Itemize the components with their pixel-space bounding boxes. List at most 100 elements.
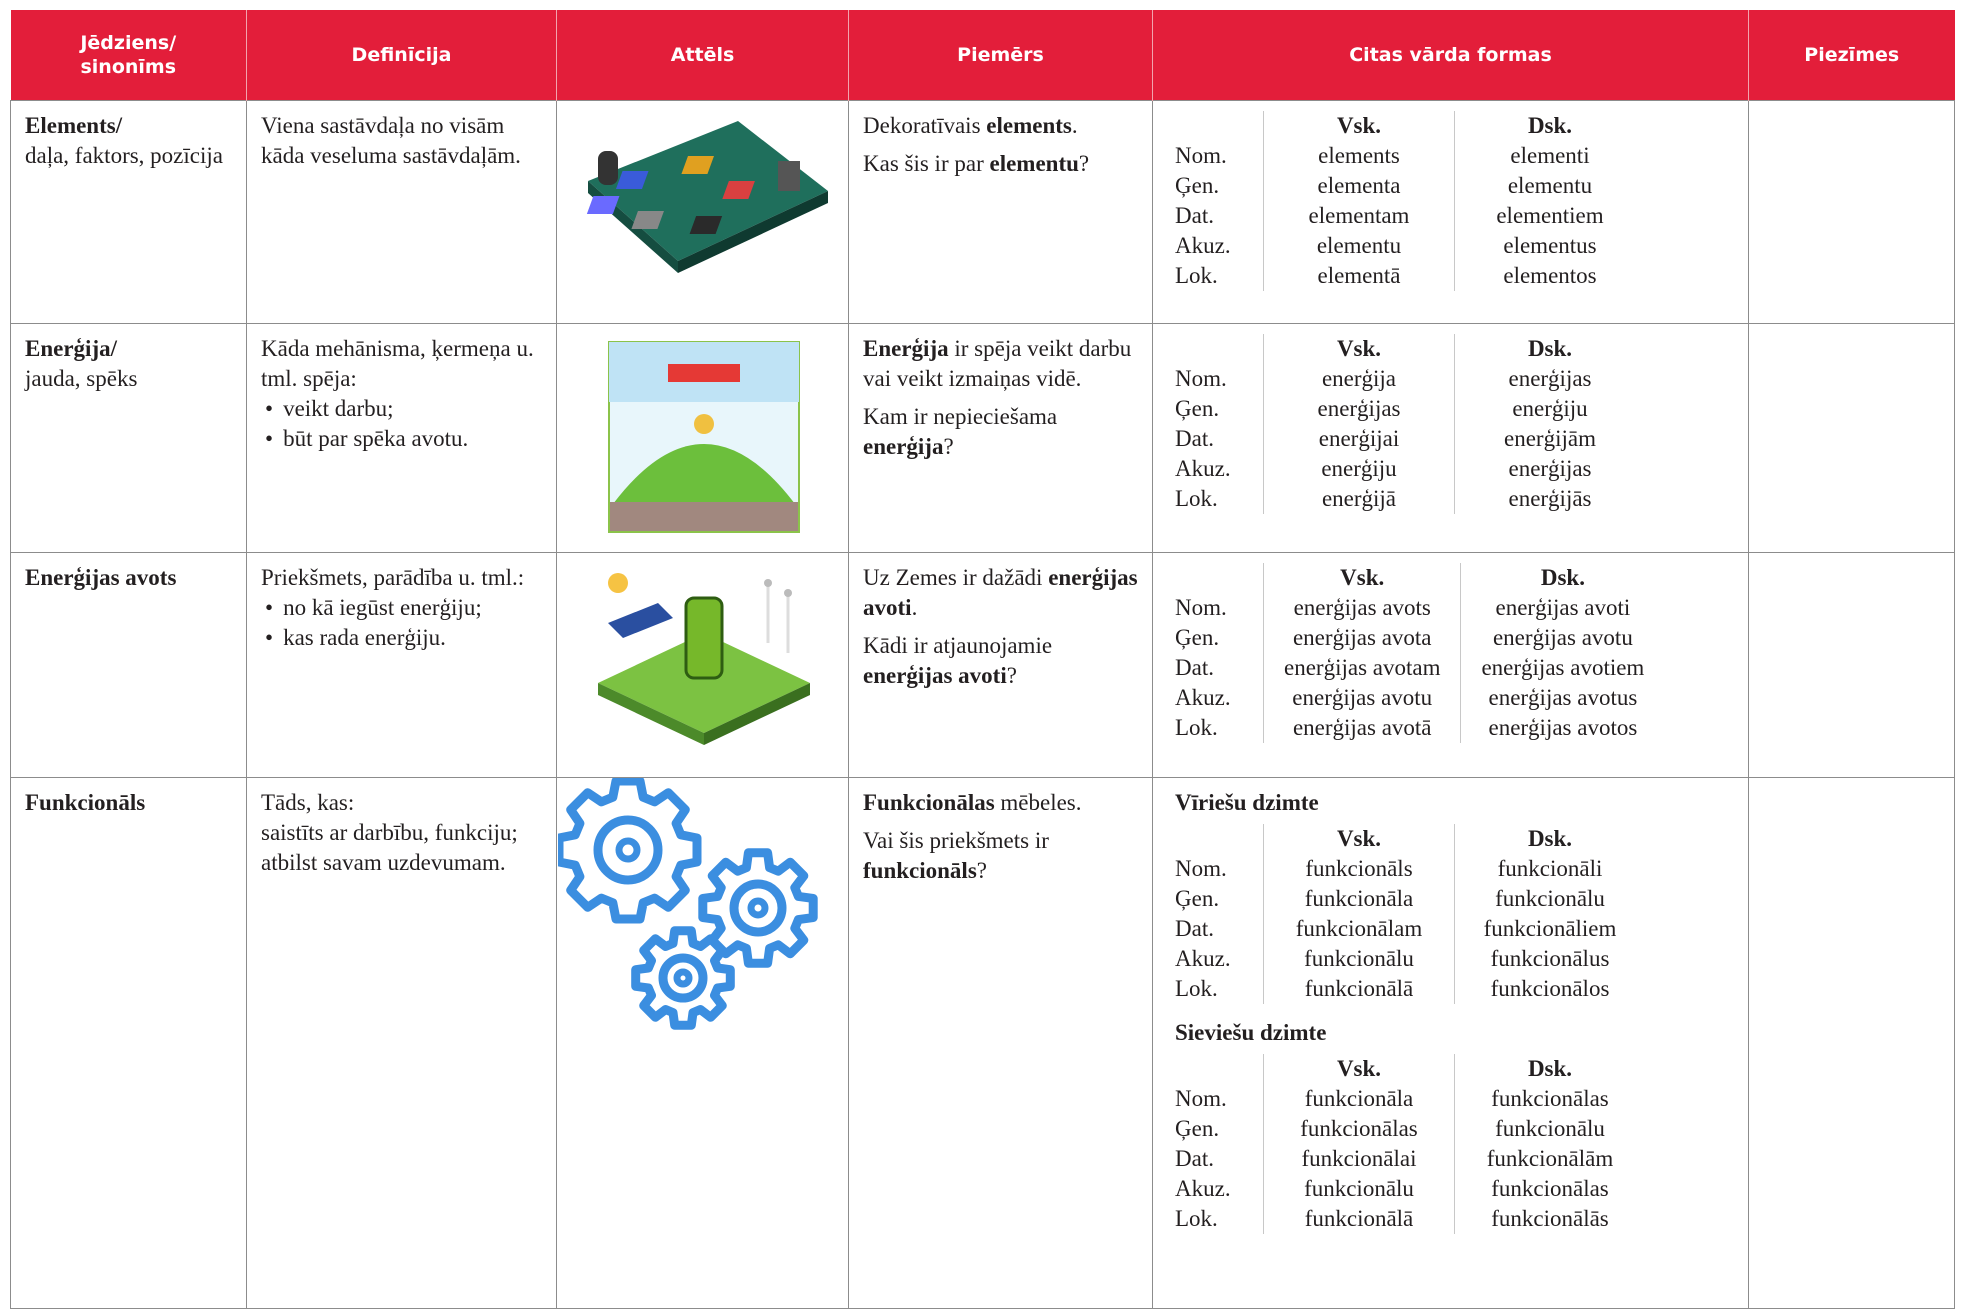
notes-cell — [1748, 777, 1955, 1309]
case-label: Lok. — [1175, 976, 1218, 1001]
singular-form: funkcionālu — [1304, 946, 1414, 971]
number-header: Vsk. — [1340, 565, 1385, 590]
case-label: Ģen. — [1175, 173, 1220, 198]
headword: Enerģija/ — [25, 336, 117, 361]
case-column: Nom. Ģen. Dat. Akuz. Lok. — [1175, 563, 1263, 743]
example-sentence: Kas šis ir par elementu? — [863, 149, 1138, 179]
number-header: Dsk. — [1527, 826, 1573, 851]
illustration — [607, 341, 800, 533]
case-column: Nom. Ģen. Dat. Akuz. Lok. — [1175, 111, 1263, 291]
example-text: ? — [976, 858, 987, 883]
table-row: Enerģija/jauda, spēks Kāda mehānisma, ķer… — [10, 323, 1955, 553]
case-label: Akuz. — [1175, 685, 1231, 710]
plural-form: enerģijās — [1508, 486, 1592, 511]
plural-form: funkcionālām — [1486, 1146, 1614, 1171]
forms-cell: Nom. Ģen. Dat. Akuz. Lok. Vsk. enerģijas avots… — [1152, 552, 1749, 778]
case-label: Dat. — [1175, 916, 1214, 941]
example-text: Kas šis ir par — [863, 151, 990, 176]
example-text: ir spēja veikt darbu vai veikt izmaiņas … — [863, 336, 1132, 391]
example-sentence: Kādi ir atjaunojamie enerģijas avoti? — [863, 631, 1138, 691]
plural-form: elementu — [1507, 173, 1593, 198]
singular-form: funkcionāla — [1304, 886, 1414, 911]
illustration — [586, 121, 828, 273]
plural-column: Dsk. funkcionālas funkcionālu funkcionālām f… — [1454, 1054, 1645, 1234]
singular-form: funkcionālam — [1295, 916, 1423, 941]
case-label: Nom. — [1175, 143, 1227, 168]
case-spacer — [1175, 111, 1263, 141]
plural-form: enerģijas — [1508, 366, 1592, 391]
plural-form: enerģijas avotos — [1488, 715, 1638, 740]
plural-form: elementos — [1503, 263, 1597, 288]
definition-cell: Kāda mehānisma, ķermeņa u. tml. spēja:ve… — [246, 323, 557, 553]
plural-column: Dsk. elementi elementu elementiem elementus e… — [1454, 111, 1645, 291]
plural-form: enerģijas avoti — [1495, 595, 1631, 620]
plural-form: enerģijas avotus — [1488, 685, 1638, 710]
example-cell: Enerģija ir spēja veikt darbu vai veikt … — [848, 323, 1153, 553]
image-cell — [556, 100, 849, 324]
case-label: Akuz. — [1175, 946, 1231, 971]
singular-form: funkcionālas — [1300, 1116, 1418, 1141]
headword: Enerģijas avots — [25, 565, 177, 590]
illustration — [597, 573, 810, 745]
notes-cell — [1748, 100, 1955, 324]
plural-form: elementus — [1503, 233, 1597, 258]
number-header: Vsk. — [1336, 1056, 1382, 1081]
number-header: Vsk. — [1336, 336, 1382, 361]
term-cell: Enerģijas avots — [10, 552, 247, 778]
example-text: Kādi ir atjaunojamie — [863, 633, 1053, 658]
singular-column: Vsk. elements elementa elementam elementu ele… — [1263, 111, 1454, 291]
example-keyword: Funkcionālas — [863, 790, 995, 815]
definition-cell: Viena sastāvdaļa no visām kāda veseluma … — [246, 100, 557, 324]
number-header: Dsk. — [1527, 336, 1573, 361]
declension-table: Nom. Ģen. Dat. Akuz. Lok. Vsk. funkcionāls funk… — [1175, 824, 1738, 1004]
case-column: Nom. Ģen. Dat. Akuz. Lok. — [1175, 1054, 1263, 1234]
definition-bullet: no kā iegūst enerģiju; — [261, 593, 542, 623]
illustration — [557, 778, 818, 1030]
definition-line: Tāds, kas: — [261, 790, 355, 815]
declension-table: Nom. Ģen. Dat. Akuz. Lok. Vsk. elements element… — [1175, 111, 1738, 291]
singular-form: enerģijas — [1317, 396, 1401, 421]
definition-bullet: kas rada enerģiju. — [261, 623, 542, 653]
case-label: Nom. — [1175, 1086, 1227, 1111]
case-label: Dat. — [1175, 203, 1214, 228]
example-text: Uz Zemes ir dažādi — [863, 565, 1049, 590]
gender-label: Vīriešu dzimte — [1175, 790, 1319, 815]
singular-form: elementā — [1317, 263, 1401, 288]
singular-column: Vsk. funkcionāla funkcionālas funkcionālai f… — [1263, 1054, 1454, 1234]
forms-cell: Nom. Ģen. Dat. Akuz. Lok. Vsk. elements element… — [1152, 100, 1749, 324]
singular-column: Vsk. enerģija enerģijas enerģijai enerģiju en… — [1263, 334, 1454, 514]
example-keyword: enerģija — [863, 434, 944, 459]
singular-form: enerģiju — [1321, 456, 1397, 481]
forms-cell: Nom. Ģen. Dat. Akuz. Lok. Vsk. enerģija enerģij… — [1152, 323, 1749, 553]
plural-form: enerģiju — [1512, 396, 1588, 421]
example-text: Dekoratīvais — [863, 113, 987, 138]
example-sentence: Funkcionālas mēbeles. — [863, 788, 1138, 818]
example-sentence: Enerģija ir spēja veikt darbu vai veikt … — [863, 334, 1138, 394]
definition-line: Priekšmets, parādība u. tml.: — [261, 565, 525, 590]
case-label: Ģen. — [1175, 625, 1220, 650]
example-sentence: Kam ir nepieciešama enerģija? — [863, 402, 1138, 462]
plural-form: enerģijas avotu — [1492, 625, 1633, 650]
plural-column: Dsk. enerģijas enerģiju enerģijām enerģijas e… — [1454, 334, 1645, 514]
declension-table: Nom. Ģen. Dat. Akuz. Lok. Vsk. funkcionāla funk… — [1175, 1054, 1738, 1234]
plural-form: elementiem — [1496, 203, 1604, 228]
singular-form: funkcionālā — [1304, 1206, 1414, 1231]
column-header: Jēdziens/ sinonīms — [10, 10, 247, 101]
case-label: Lok. — [1175, 263, 1218, 288]
plural-form: funkcionālos — [1490, 976, 1610, 1001]
example-text: ? — [1006, 663, 1017, 688]
headword: Funkcionāls — [25, 790, 146, 815]
definition-cell: Priekšmets, parādība u. tml.: no kā iegūs… — [246, 552, 557, 778]
declension-table: Nom. Ģen. Dat. Akuz. Lok. Vsk. enerģijas avots… — [1175, 563, 1738, 743]
plural-column: Dsk. enerģijas avoti enerģijas avotu enerģi… — [1460, 563, 1664, 743]
plural-form: enerģijas — [1508, 456, 1592, 481]
synonyms: daļa, faktors, pozīcija — [25, 143, 223, 168]
example-text: Vai šis priekšmets ir — [863, 828, 1049, 853]
singular-form: elements — [1318, 143, 1400, 168]
case-label: Lok. — [1175, 486, 1218, 511]
example-text: ? — [943, 434, 954, 459]
singular-form: enerģijā — [1321, 486, 1397, 511]
singular-form: funkcionālā — [1304, 976, 1414, 1001]
example-keyword: elements — [986, 113, 1072, 138]
singular-column: Vsk. funkcionāls funkcionāla funkcionālam fu… — [1263, 824, 1454, 1004]
